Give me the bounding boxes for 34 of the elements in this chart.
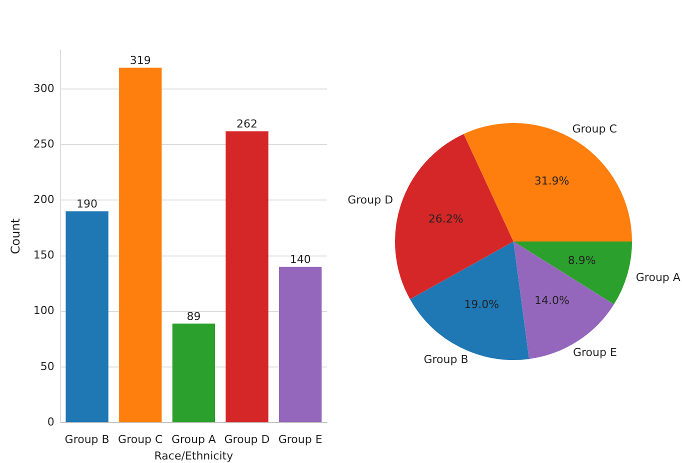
data-label: 262 bbox=[236, 118, 258, 131]
data-label: 14.0% bbox=[534, 294, 570, 308]
x-tick-label: Group C bbox=[118, 433, 164, 446]
x-tick-label: Group E bbox=[278, 433, 322, 446]
data-label: 26.2% bbox=[428, 212, 464, 226]
y-tick-label: 300 bbox=[33, 82, 54, 95]
y-axis-title: Count bbox=[8, 218, 22, 254]
bar bbox=[279, 266, 322, 422]
y-tick-label: 100 bbox=[33, 304, 54, 318]
y-tick-label: 250 bbox=[33, 137, 54, 150]
slice-label: Group B bbox=[424, 352, 468, 366]
data-label: 8.9% bbox=[568, 254, 596, 267]
bar bbox=[172, 324, 216, 422]
y-tick-label: 150 bbox=[33, 248, 54, 262]
y-tick-label: 0 bbox=[47, 415, 54, 428]
data-label: 190 bbox=[76, 198, 98, 211]
slice-label: Group A bbox=[636, 270, 681, 284]
slice-label: Group E bbox=[572, 346, 617, 359]
bar bbox=[66, 211, 108, 422]
bar bbox=[226, 131, 268, 422]
data-label: 140 bbox=[290, 253, 311, 266]
x-axis-title: Race/Ethnicity bbox=[154, 449, 234, 462]
x-tick-label: Group B bbox=[64, 433, 110, 446]
data-label: 31.9% bbox=[534, 174, 570, 188]
bar bbox=[119, 68, 162, 422]
x-tick-label: Group D bbox=[224, 433, 270, 446]
data-label: 89 bbox=[186, 310, 201, 323]
data-label: 19.0% bbox=[464, 298, 500, 311]
x-tick-label: Group A bbox=[171, 433, 216, 446]
y-tick-label: 200 bbox=[33, 193, 54, 206]
slice-label: Group C bbox=[572, 122, 618, 136]
data-label: 319 bbox=[130, 54, 151, 68]
y-tick-label: 50 bbox=[40, 360, 54, 373]
slice-label: Group D bbox=[348, 193, 394, 206]
